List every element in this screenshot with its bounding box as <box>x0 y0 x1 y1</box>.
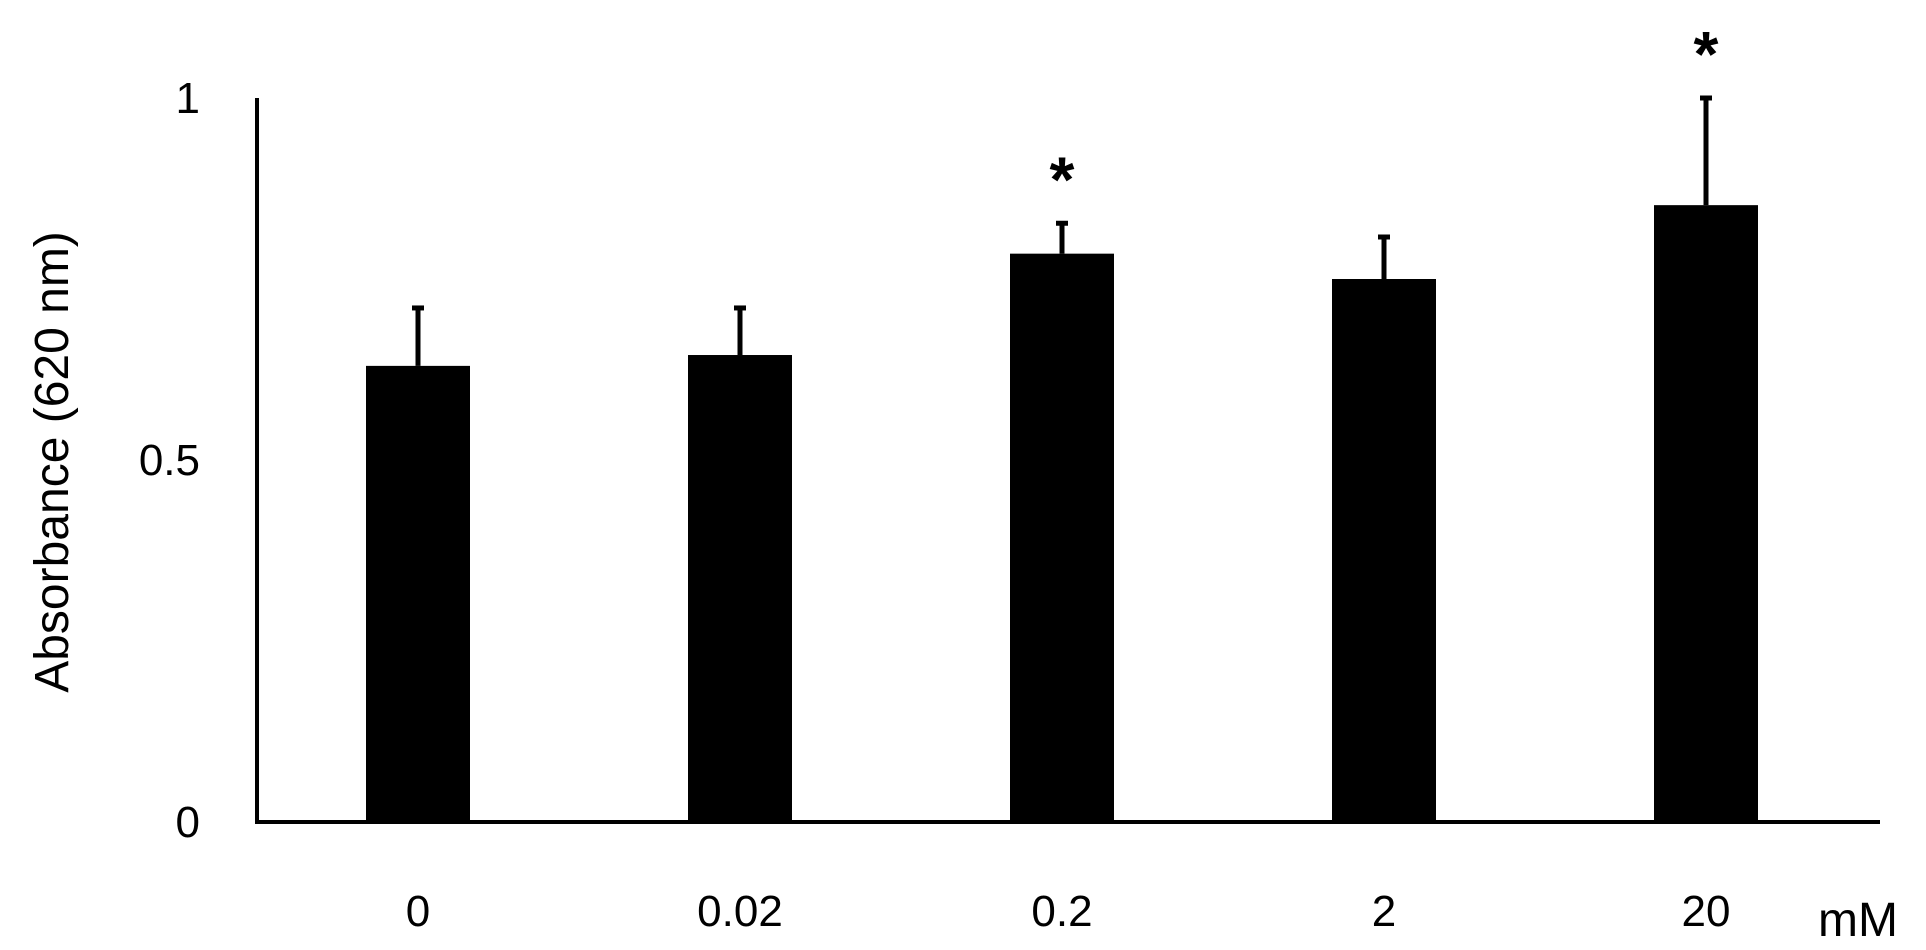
significance-marker: * <box>1050 143 1075 215</box>
x-tick-label: 0.2 <box>1031 887 1092 936</box>
x-tick-label: 20 <box>1682 887 1731 936</box>
y-tick-label: 1 <box>176 74 200 123</box>
bars-group <box>366 205 1758 823</box>
x-tick-labels-group: 0 0.02 0.2 2 20 <box>406 887 1731 936</box>
y-tick-label: 0 <box>176 798 200 847</box>
significance-markers-group: ** <box>1050 18 1719 215</box>
error-bars-group <box>412 95 1712 366</box>
x-axis-unit-label: mM <box>1818 894 1898 947</box>
bar <box>688 355 792 822</box>
bar <box>1654 205 1758 823</box>
y-axis-title: Absorbance (620 nm) <box>26 231 79 693</box>
y-tick-labels-group: 00.51 <box>139 74 200 847</box>
significance-marker: * <box>1694 18 1719 90</box>
y-axis-title-group: Absorbance (620 nm) <box>26 231 79 693</box>
x-tick-label: 0 <box>406 887 430 936</box>
x-tick-label: 0.02 <box>697 887 783 936</box>
bar <box>366 365 470 822</box>
y-tick-label: 0.5 <box>139 436 200 485</box>
bar <box>1332 279 1436 822</box>
axes-group <box>255 98 1880 824</box>
x-tick-label: 2 <box>1372 887 1396 936</box>
bar <box>1010 253 1114 822</box>
